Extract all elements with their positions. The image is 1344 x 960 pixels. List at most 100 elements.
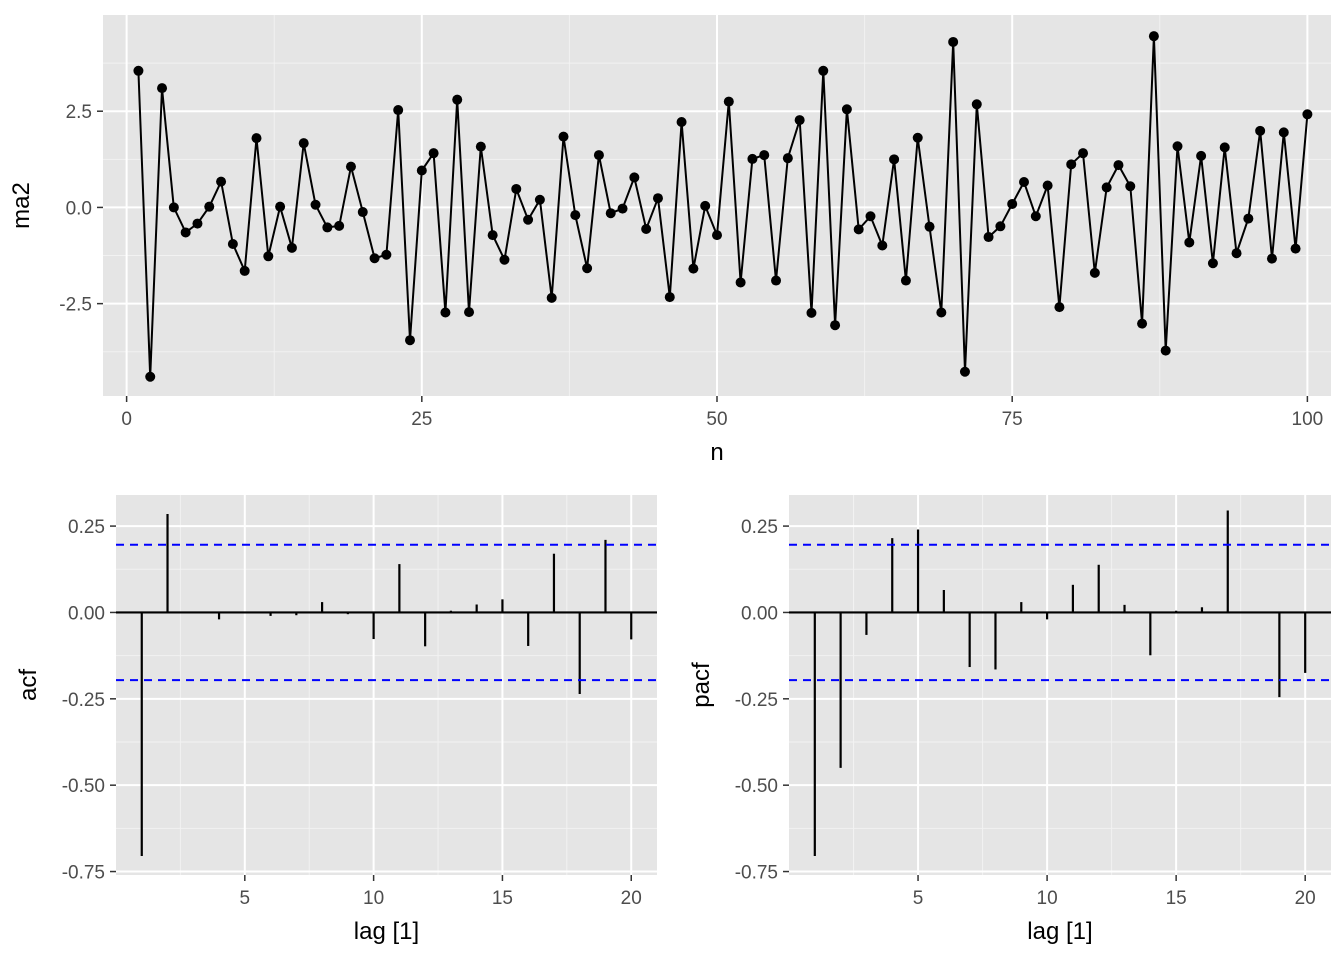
data-point [487,230,498,241]
data-point [216,176,227,187]
data-point [629,172,640,183]
data-point [546,292,557,303]
data-point [1266,253,1277,264]
data-point [1019,177,1029,188]
data-point [830,320,841,331]
data-point [759,150,770,161]
data-point [971,99,982,110]
data-point [889,154,900,165]
x-tick-label: 75 [1002,409,1023,430]
y-axis-title: ma2 [8,182,35,229]
data-point [192,218,203,229]
data-point [133,65,144,76]
data-point [452,94,463,105]
data-point [1007,198,1018,209]
data-point [1243,213,1254,224]
data-point [688,263,699,274]
data-point [983,232,994,243]
data-point [1054,302,1065,313]
data-point [806,307,817,318]
data-point [345,161,356,172]
x-tick-label: 100 [1292,409,1324,430]
data-point [1066,159,1077,170]
plot-panel [116,495,657,875]
y-tick-label: -0.75 [735,863,778,884]
data-point [440,307,451,318]
data-point [1101,182,1112,193]
data-point [286,242,297,253]
data-point [924,221,935,232]
data-point [912,132,923,143]
data-point [227,238,238,249]
y-tick-label: 0.25 [741,517,778,538]
data-point [995,221,1006,232]
data-point [900,275,911,286]
data-point [936,307,947,318]
data-point [1148,31,1159,42]
data-point [1290,243,1301,254]
data-point [948,36,959,47]
x-tick-label: 25 [411,409,432,430]
data-point [853,224,864,235]
data-point [664,292,675,303]
data-point [959,366,970,377]
data-point [1302,109,1313,120]
y-tick-label: 0.0 [66,198,92,219]
x-tick-label: 0 [121,409,132,430]
data-point [1113,160,1124,171]
y-tick-label: -0.25 [62,690,105,711]
x-axis-title: lag [1] [354,918,419,945]
x-tick-label: 5 [240,888,251,909]
x-axis-title: lag [1] [1027,918,1092,945]
data-point [877,240,888,251]
data-point [617,203,628,214]
data-point [334,220,345,231]
data-point [782,153,793,164]
data-point [275,201,286,212]
data-point [558,131,569,142]
data-point [771,275,782,286]
data-point [652,193,663,204]
data-point [841,104,852,115]
data-point [499,254,510,265]
x-tick-label: 20 [1295,888,1316,909]
y-tick-label: -0.50 [62,776,105,797]
y-tick-label: -2.5 [59,295,92,316]
x-tick-label: 50 [706,409,727,430]
data-point [723,96,734,107]
data-point [700,200,711,211]
x-axis-title: n [710,439,723,466]
data-point [180,227,191,238]
data-point [251,133,262,144]
data-point [818,65,829,76]
data-point [157,83,168,94]
y-tick-label: 0.00 [68,603,105,624]
data-point [464,307,475,318]
data-point [641,223,652,234]
data-point [369,253,380,264]
y-axis-title: acf [15,669,42,701]
data-point [1231,248,1242,259]
data-point [405,335,415,346]
data-point [511,183,522,194]
data-point [1219,142,1230,153]
data-point [747,153,758,164]
data-point [1030,211,1041,222]
data-point [393,105,404,116]
x-tick-label: 5 [913,888,924,909]
series-line [137,36,1309,377]
data-point [1196,150,1207,161]
x-tick-label: 15 [492,888,513,909]
data-point [794,115,805,126]
pacf-chart: 5 10 15 20 -0.75 -0.50 -0.25 0.00 0.25 lag [1] pac… [688,495,1331,945]
data-point [1160,345,1171,356]
data-point [605,208,616,219]
y-tick-label: 0.00 [741,603,778,624]
y-tick-label: 2.5 [66,102,92,123]
data-point [1078,148,1089,159]
data-point [381,249,392,260]
data-point [428,148,439,159]
data-point [1042,180,1053,191]
data-point [523,214,534,225]
